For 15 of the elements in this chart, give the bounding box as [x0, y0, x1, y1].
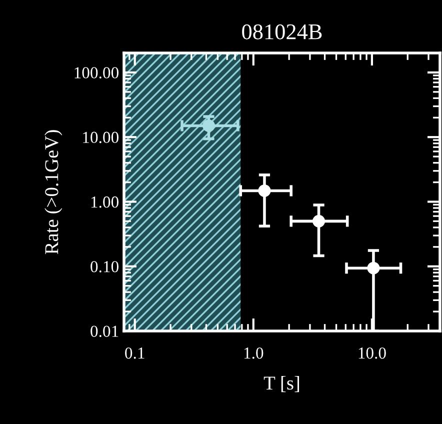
y-axis-title: Rate (>0.1GeV) — [44, 130, 62, 254]
y-tick-label: 100.00 — [74, 67, 119, 78]
y-tick-label: 0.10 — [90, 261, 119, 272]
point — [312, 214, 326, 228]
x-tick-label: 10.0 — [358, 347, 386, 359]
x-axis-title: T [s] — [264, 376, 300, 392]
y-tick-label: 0.01 — [90, 326, 118, 338]
point — [258, 184, 271, 197]
x-tick-label: 0.1 — [125, 347, 144, 359]
point — [202, 119, 215, 132]
x-tick-label: 1.0 — [244, 347, 264, 359]
chart-title: 081024B — [242, 24, 322, 40]
point — [367, 262, 380, 274]
y-tick-label: 10.00 — [83, 132, 119, 144]
y-tick-label: 1.00 — [91, 196, 119, 208]
